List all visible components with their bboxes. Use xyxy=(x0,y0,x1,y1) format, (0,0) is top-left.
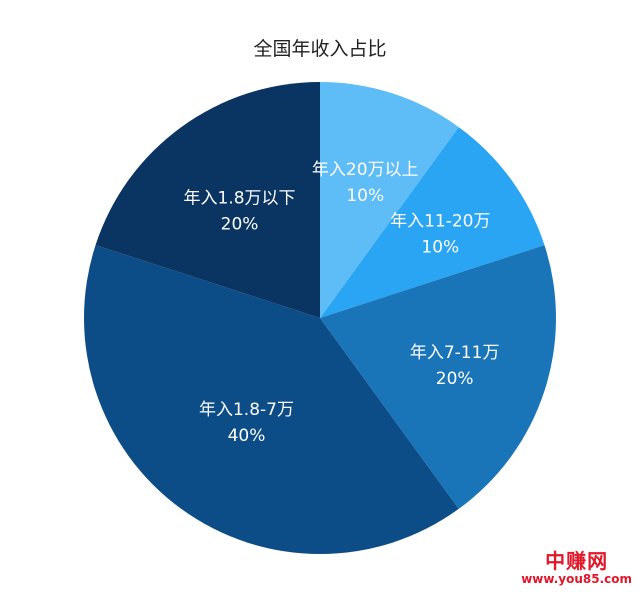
pie-slice-3 xyxy=(320,245,556,509)
slice-label-5: 年入1.8万以下 xyxy=(184,188,296,208)
pie-slice-1 xyxy=(320,82,459,318)
watermark-text: 中赚网 xyxy=(545,549,609,573)
watermark-url: www.you85.com xyxy=(521,572,632,586)
slice-label-1: 年入20万以上 xyxy=(312,160,419,180)
slice-value-1: 10% xyxy=(346,186,384,206)
pie-slice-4 xyxy=(83,245,459,554)
slice-value-4: 40% xyxy=(228,426,266,446)
slice-value-5: 20% xyxy=(221,214,259,234)
slice-label-2: 年入11-20万 xyxy=(390,212,490,232)
slice-label-3: 年入7-11万 xyxy=(410,343,500,363)
pie-slice-5 xyxy=(95,82,320,318)
watermark-logo: 中赚网 www.you85.com xyxy=(521,550,632,586)
slice-value-2: 10% xyxy=(421,238,459,258)
slice-value-3: 20% xyxy=(436,369,474,389)
pie-slice-2 xyxy=(320,127,545,318)
chart-title: 全国年收入占比 xyxy=(253,38,387,60)
slice-label-4: 年入1.8-7万 xyxy=(199,400,294,420)
